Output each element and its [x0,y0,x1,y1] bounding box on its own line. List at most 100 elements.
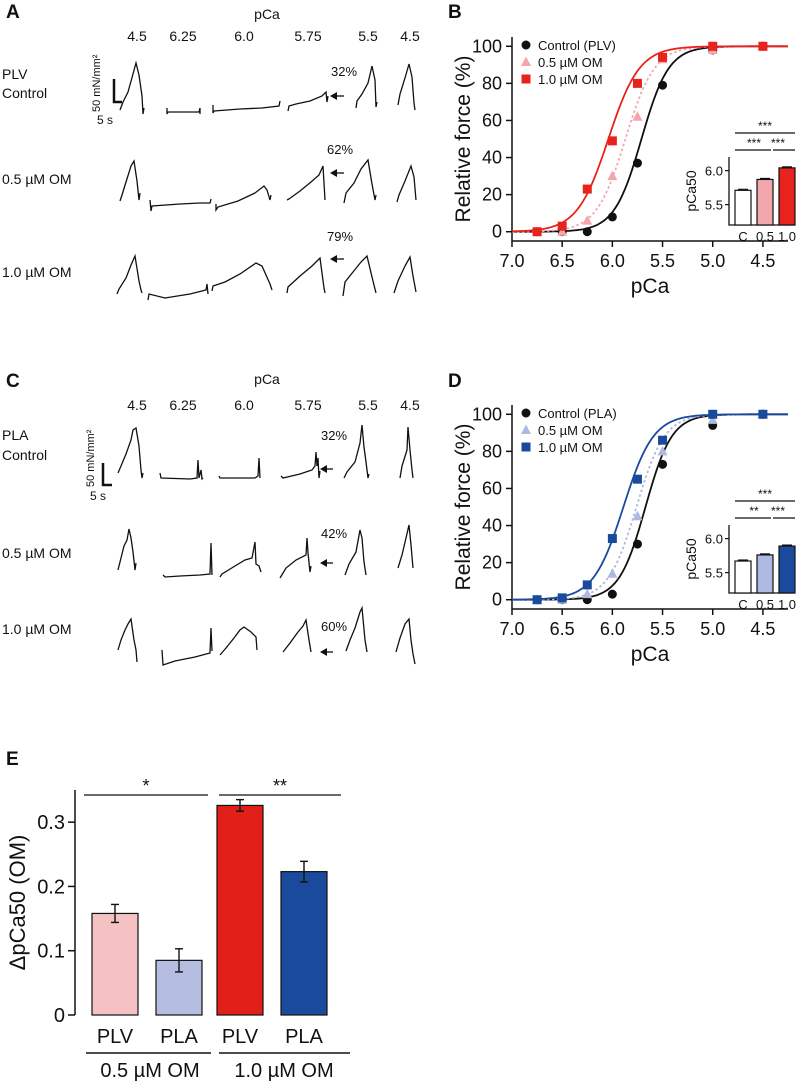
x-tick-label: 4.5 [750,251,775,271]
trace [282,617,312,653]
data-point [607,589,617,599]
x-tick-label: 7.0 [499,251,524,271]
arrow-head [330,255,337,263]
scale-force-label: 50 mN/mm² [85,429,97,487]
inset-x-label: 0.5 [756,597,774,612]
pca-label: 6.0 [234,28,254,44]
legend-label: 0.5 µM OM [538,423,603,438]
data-point [657,445,668,456]
percent-label: 60% [321,619,347,634]
inset-y-tick-label: 5.5 [705,198,723,213]
pca-label: 4.5 [127,28,147,44]
trace [211,262,273,292]
data-point [557,593,567,603]
scale-time-label: 5 s [97,113,113,127]
data-point [557,221,567,231]
trace [119,60,145,115]
inset-bar [734,560,752,594]
y-tick-label: 40 [482,516,502,536]
x-tick-label: 6.0 [600,619,625,639]
y-tick-label: 80 [482,441,502,461]
x-tick-label: 5.0 [700,619,725,639]
data-point [607,534,617,544]
trace [397,63,416,111]
percent-label: 32% [321,428,347,443]
significance-label: ** [749,504,759,518]
pca-label: 4.5 [127,397,147,413]
arrow-head [330,169,337,177]
data-point [557,226,568,236]
trace [159,459,204,481]
trace [279,537,312,579]
significance-label: *** [747,136,761,150]
pca-label: 6.25 [169,397,196,413]
panel-a-traces: pCa 4.5 6.25 6.0 5.75 5.5 4.5 PLV Contro… [2,6,420,301]
trace [280,451,321,479]
legend-label: Control (PLV) [538,38,616,53]
pca-header: pCa [254,6,280,22]
y-tick-label: 0.1 [37,941,65,963]
x-tick-label: PLV [97,1026,134,1048]
data-point [632,78,642,88]
panel-letter-d: D [448,371,462,392]
y-tick-label: 0.2 [37,876,65,898]
pca-header: pCa [254,371,280,387]
data-point [658,80,668,90]
trace [287,90,329,112]
arrows [330,92,344,263]
pca-label: 5.5 [358,397,378,413]
trace [219,541,262,578]
legend-label: 1.0 µM OM [538,440,603,455]
inset-bar [778,545,796,594]
legend-marker [521,424,531,434]
data-point [758,41,768,51]
inset-y-label: pCa50 [683,538,699,579]
y-tick-label: 100 [472,404,502,424]
data-point [607,136,617,146]
y-tick-label: 20 [482,185,502,205]
data-point [632,111,643,121]
trace [342,254,377,297]
inset-bar [734,189,752,226]
data-point [632,158,642,168]
arrow-head [320,559,327,567]
chart-e: 0 0.1 0.2 0.3 ΔpCa50 (OM) PLV PLA PLV PLA 0.5 µM … [5,776,350,1082]
legend-marker [521,408,531,418]
trace [149,198,212,212]
row-label: 1.0 µM OM [2,264,72,280]
row-label: PLV [2,66,28,82]
group-label: 1.0 µM OM [234,1060,333,1082]
y-tick-label: 40 [482,148,502,168]
x-tick-label: PLA [285,1026,323,1048]
trace [218,457,261,479]
data-point [708,41,718,51]
y-axis-label: Relative force (%) [452,424,475,591]
panel-letter-a: A [6,2,20,23]
data-point [632,510,643,521]
data-point [582,227,592,237]
y-tick-label: 0 [492,590,502,610]
arrow-head [330,92,337,100]
arrow-head [320,648,327,656]
y-axis-label: ΔpCa50 (OM) [5,835,30,971]
row-label: PLA [2,427,29,443]
x-tick-label: PLA [160,1026,198,1048]
trace [147,283,209,301]
legend-marker [521,442,531,452]
data-point [632,539,642,549]
inset-x-label: C [738,597,747,612]
trace [286,165,326,201]
data-point [607,568,618,578]
x-axis-label: pCa [631,275,670,298]
legend-label: 0.5 µM OM [538,55,603,70]
panel-letter-c: C [6,371,20,392]
trace [166,107,201,115]
trace [343,158,377,204]
scale-force-label: 50 mN/mm² [91,54,103,112]
y-tick-label: 20 [482,553,502,573]
significance-label: *** [758,487,772,501]
significance-label: *** [758,119,772,133]
percent-label: 32% [331,64,357,79]
trace [161,627,213,666]
